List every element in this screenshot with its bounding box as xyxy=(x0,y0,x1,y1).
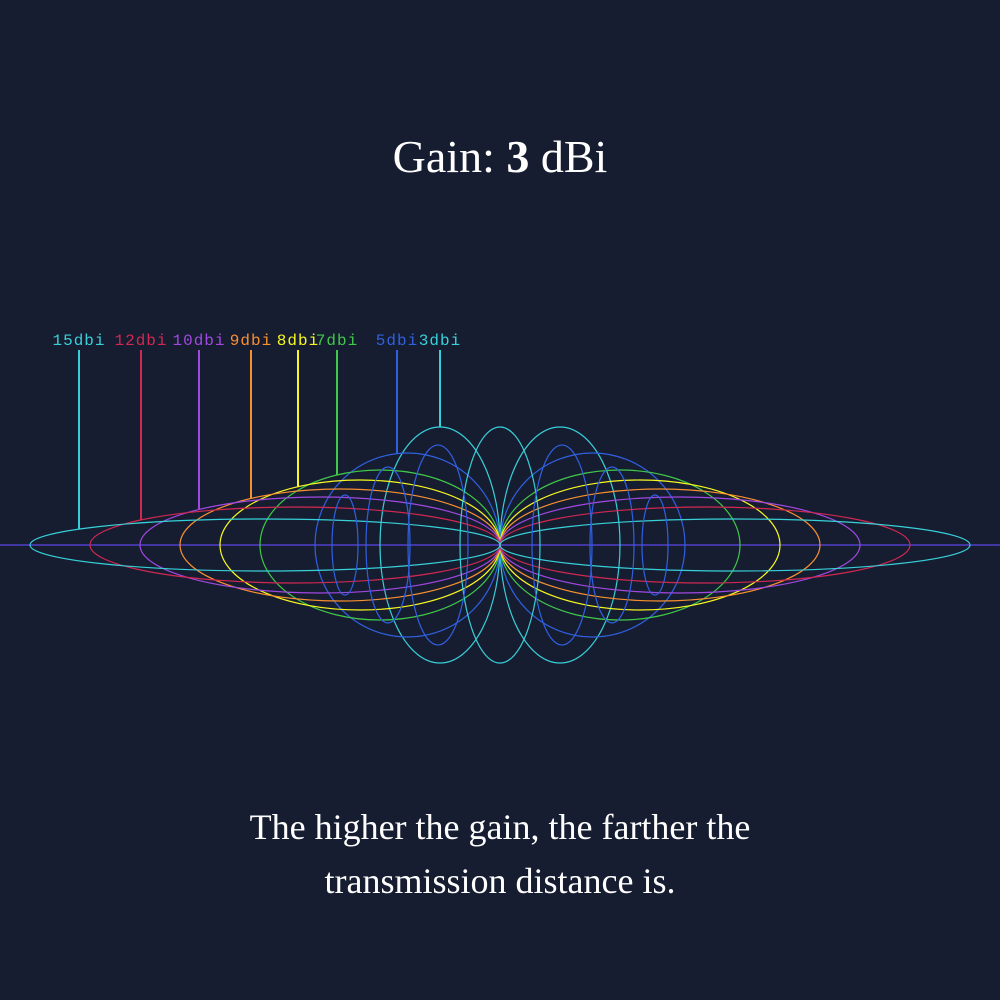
label-5dbi: 5dbi xyxy=(376,332,418,350)
title-value: 3 xyxy=(506,131,529,182)
radiation-pattern-diagram: 3dbi5dbi 7dbi8dbi 9dbi 10dbi 12dbi 15dbi xyxy=(0,300,1000,720)
caption-line-1: The higher the gain, the farther the xyxy=(250,807,751,847)
infographic-container: Gain: 3 dBi 3dbi5dbi 7dbi8dbi 9dbi 10dbi 12d… xyxy=(0,0,1000,1000)
caption-line-2: transmission distance is. xyxy=(325,861,676,901)
label-15dbi: 15dbi xyxy=(52,332,105,350)
label-10dbi: 10dbi xyxy=(172,332,225,350)
label-3dbi: 3dbi xyxy=(419,332,461,350)
title-prefix: Gain: xyxy=(393,131,507,182)
title-unit: dBi xyxy=(529,131,607,182)
page-title: Gain: 3 dBi xyxy=(0,130,1000,183)
label-12dbi: 12dbi xyxy=(114,332,167,350)
label-8dbi: 8dbi xyxy=(277,332,319,350)
caption-text: The higher the gain, the farther the tra… xyxy=(0,800,1000,908)
label-7dbi: 7dbi xyxy=(316,332,358,350)
label-9dbi: 9dbi xyxy=(230,332,272,350)
